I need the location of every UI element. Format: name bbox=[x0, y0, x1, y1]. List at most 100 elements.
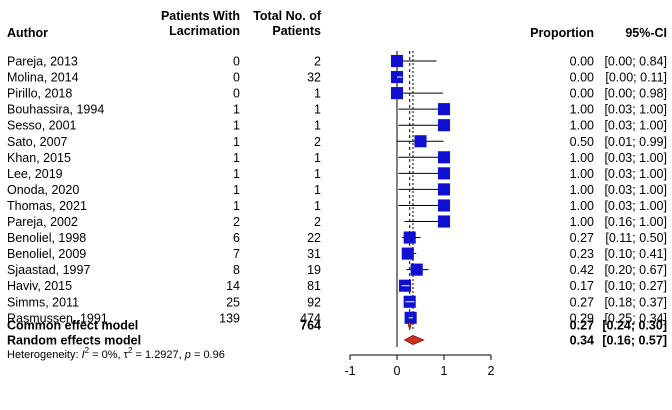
header-ci: 95%-CI bbox=[625, 26, 667, 40]
study-events: 1 bbox=[233, 183, 240, 197]
study-ci: [0.11; 0.50] bbox=[605, 231, 667, 245]
study-proportion: 0.50 bbox=[570, 135, 594, 149]
random-effect-ci: [0.16; 0.57] bbox=[602, 334, 667, 348]
study-author: Sesso, 2001 bbox=[7, 119, 77, 133]
study-total: 1 bbox=[314, 103, 321, 117]
study-row: Rasmussen, 1991 139 474 0.29 [0.25; 0.34] bbox=[7, 311, 667, 325]
random-effect-row: Random effects model 0.34 [0.16; 0.57] bbox=[7, 334, 667, 348]
study-ci: [0.03; 1.00] bbox=[604, 167, 667, 181]
study-author: Sjaastad, 1997 bbox=[7, 263, 90, 277]
header-author: Author bbox=[7, 26, 48, 40]
study-proportion: 1.00 bbox=[570, 183, 594, 197]
study-box bbox=[401, 247, 414, 260]
random-effect-proportion: 0.34 bbox=[570, 334, 594, 348]
study-ci: [0.03; 1.00] bbox=[604, 199, 667, 213]
study-box bbox=[437, 183, 451, 196]
study-rows: Pareja, 2013 0 2 0.00 [0.00; 0.84] Molina, 20… bbox=[7, 51, 667, 347]
study-row: Benoliel, 2009 7 31 0.23 [0.10; 0.41] bbox=[7, 247, 667, 261]
study-proportion: 0.27 bbox=[570, 231, 594, 245]
x-tick-label: 2 bbox=[488, 364, 495, 378]
study-total: 1 bbox=[314, 151, 321, 165]
study-author: Rasmussen, 1991 bbox=[7, 311, 108, 325]
summary-rows: Common effect model 764 0.27 [0.24; 0.30]Ra… bbox=[7, 319, 667, 348]
study-proportion: 0.00 bbox=[570, 71, 594, 85]
study-events: 1 bbox=[233, 103, 240, 117]
study-author: Onoda, 2020 bbox=[7, 183, 79, 197]
study-author: Pareja, 2002 bbox=[7, 215, 78, 229]
study-ci: [0.00; 0.11] bbox=[605, 71, 667, 85]
study-events: 1 bbox=[233, 151, 240, 165]
study-events: 25 bbox=[226, 295, 240, 309]
study-events: 1 bbox=[233, 167, 240, 181]
study-row: Khan, 2015 1 1 1.00 [0.03; 1.00] bbox=[7, 151, 667, 165]
study-ci: [0.18; 0.37] bbox=[604, 295, 667, 309]
study-row: Pirillo, 2018 0 1 0.00 [0.00; 0.98] bbox=[7, 87, 667, 101]
study-total: 81 bbox=[307, 279, 321, 293]
study-box bbox=[437, 103, 451, 116]
study-total: 1 bbox=[314, 183, 321, 197]
study-proportion: 1.00 bbox=[570, 151, 594, 165]
study-events: 0 bbox=[233, 87, 240, 101]
study-total: 22 bbox=[307, 231, 321, 245]
study-total: 2 bbox=[314, 135, 321, 149]
study-row: Lee, 2019 1 1 1.00 [0.03; 1.00] bbox=[7, 167, 667, 181]
study-author: Simms, 2011 bbox=[7, 295, 79, 309]
study-box bbox=[437, 119, 451, 132]
study-author: Lee, 2019 bbox=[7, 167, 63, 181]
study-ci: [0.00; 0.84] bbox=[604, 55, 667, 69]
common-effect-ci: [0.24; 0.30] bbox=[602, 319, 667, 333]
study-row: Bouhassira, 1994 1 1 1.00 [0.03; 1.00] bbox=[7, 103, 667, 117]
header-events-line1: Patients With bbox=[161, 9, 240, 23]
study-author: Pirillo, 2018 bbox=[7, 87, 72, 101]
header-total-line2: Patients bbox=[272, 24, 321, 38]
study-author: Sato, 2007 bbox=[7, 135, 68, 149]
study-row: Sjaastad, 1997 8 19 0.42 [0.20; 0.67] bbox=[7, 263, 667, 277]
study-proportion: 0.23 bbox=[570, 247, 594, 261]
header-total-line1: Total No. of bbox=[253, 9, 322, 23]
study-row: Haviv, 2015 14 81 0.17 [0.10; 0.27] bbox=[7, 279, 667, 293]
study-ci: [0.25; 0.34] bbox=[604, 311, 667, 325]
study-total: 32 bbox=[307, 71, 321, 85]
study-box bbox=[437, 167, 451, 180]
study-events: 1 bbox=[233, 135, 240, 149]
x-tick-label: -1 bbox=[344, 364, 355, 378]
common-effect-diamond bbox=[407, 319, 412, 331]
study-proportion: 1.00 bbox=[570, 119, 594, 133]
study-total: 1 bbox=[314, 167, 321, 181]
study-ci: [0.20; 0.67] bbox=[604, 263, 667, 277]
study-ci: [0.03; 1.00] bbox=[604, 151, 667, 165]
study-box bbox=[390, 54, 404, 68]
study-total: 1 bbox=[314, 119, 321, 133]
header-events-line2: Lacrimation bbox=[169, 24, 240, 38]
study-row: Pareja, 2013 0 2 0.00 [0.00; 0.84] bbox=[7, 55, 667, 69]
study-row: Sesso, 2001 1 1 1.00 [0.03; 1.00] bbox=[7, 119, 667, 133]
header-proportion: Proportion bbox=[530, 26, 594, 40]
common-effect-label: Common effect model bbox=[7, 319, 138, 333]
study-total: 92 bbox=[307, 295, 321, 309]
study-box bbox=[437, 199, 451, 212]
common-effect-row: Common effect model 764 0.27 [0.24; 0.30] bbox=[7, 319, 667, 333]
study-proportion: 1.00 bbox=[570, 215, 594, 229]
x-axis: -1 0 1 2 bbox=[344, 354, 495, 378]
study-total: 474 bbox=[300, 311, 321, 325]
random-effect-diamond bbox=[403, 335, 425, 345]
study-author: Thomas, 2021 bbox=[7, 199, 87, 213]
study-ci: [0.03; 1.00] bbox=[604, 119, 667, 133]
study-ci: [0.16; 1.00] bbox=[604, 215, 667, 229]
study-ci: [0.01; 0.99] bbox=[604, 135, 667, 149]
study-box bbox=[390, 87, 404, 100]
study-events: 1 bbox=[233, 199, 240, 213]
study-events: 139 bbox=[219, 311, 240, 325]
study-proportion: 0.42 bbox=[570, 263, 594, 277]
study-proportion: 0.00 bbox=[570, 55, 594, 69]
study-author: Benoliel, 2009 bbox=[7, 247, 86, 261]
study-ci: [0.03; 1.00] bbox=[604, 103, 667, 117]
study-events: 6 bbox=[233, 231, 240, 245]
study-author: Haviv, 2015 bbox=[7, 279, 72, 293]
study-total: 19 bbox=[307, 263, 321, 277]
study-events: 0 bbox=[233, 71, 240, 85]
study-author: Pareja, 2013 bbox=[7, 55, 78, 69]
study-proportion: 1.00 bbox=[570, 167, 594, 181]
study-box bbox=[410, 263, 423, 276]
study-events: 7 bbox=[233, 247, 240, 261]
